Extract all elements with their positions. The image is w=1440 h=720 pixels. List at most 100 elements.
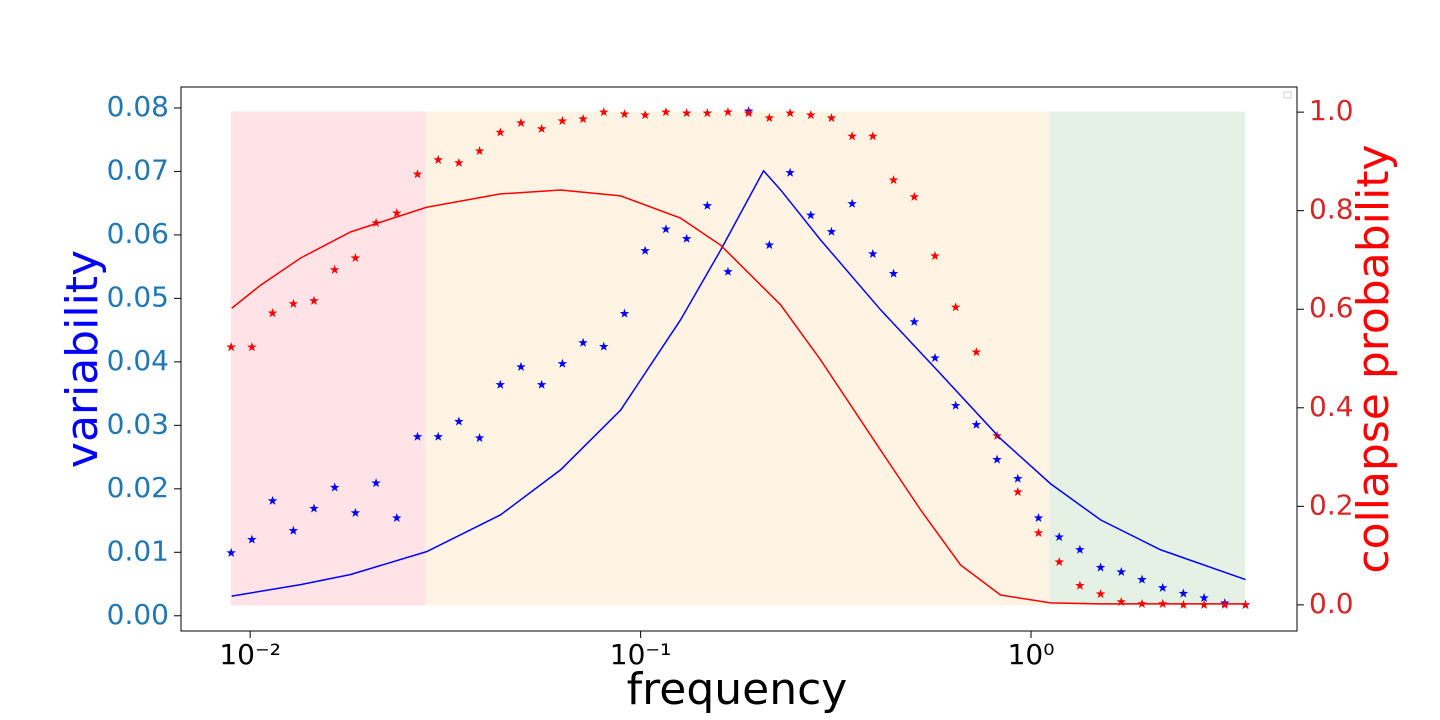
y2-tick-label: 0.0 xyxy=(1309,587,1354,620)
star-point xyxy=(288,525,299,535)
star-point xyxy=(329,482,340,492)
star-point xyxy=(888,268,899,278)
star-point xyxy=(764,240,775,250)
star-point xyxy=(888,175,899,185)
star-point xyxy=(1095,589,1106,599)
star-point xyxy=(226,547,236,557)
star-point xyxy=(309,295,319,305)
star-point xyxy=(806,210,816,220)
y-axis-label: variability xyxy=(57,250,108,468)
star-point xyxy=(909,316,920,326)
y-tick-label: 0.06 xyxy=(107,217,169,250)
star-point xyxy=(1033,513,1044,523)
star-point xyxy=(1199,592,1209,603)
star-point xyxy=(371,218,381,228)
star-point xyxy=(392,513,402,523)
star-point xyxy=(661,224,671,234)
star-point xyxy=(350,252,361,263)
legend xyxy=(1283,91,1292,99)
star-point xyxy=(329,264,340,274)
star-point xyxy=(226,342,236,352)
star-point xyxy=(557,116,568,126)
star-point xyxy=(267,495,278,505)
star-point xyxy=(640,245,650,255)
star-point xyxy=(847,198,857,208)
star-point xyxy=(599,107,609,117)
star-point xyxy=(1137,574,1147,584)
star-point xyxy=(743,108,754,118)
x-axis-label: frequency xyxy=(627,664,848,715)
star-point xyxy=(371,478,381,488)
star-point xyxy=(516,361,526,371)
star-point xyxy=(681,233,692,243)
star-point xyxy=(350,507,361,517)
star-point xyxy=(619,109,630,119)
star-point xyxy=(868,248,878,258)
star-point xyxy=(847,131,857,141)
star-point xyxy=(619,308,630,318)
star-point xyxy=(702,108,713,118)
y2-axis-label: collapse probability xyxy=(1348,144,1399,573)
region xyxy=(1049,111,1246,606)
star-point xyxy=(1075,544,1085,554)
plot-frame xyxy=(180,86,1298,632)
star-point xyxy=(702,200,713,210)
star-point xyxy=(1178,588,1189,598)
star-point xyxy=(454,157,464,167)
star-point xyxy=(1013,487,1023,497)
star-point xyxy=(1157,582,1168,592)
star-point xyxy=(930,251,940,261)
star-point xyxy=(474,433,485,443)
x-tick-label: 10⁰ xyxy=(1008,638,1055,671)
star-point xyxy=(247,342,257,352)
star-point xyxy=(826,113,837,123)
x-tick-label: 10⁻¹ xyxy=(610,638,672,671)
y-tick-label: 0.01 xyxy=(107,534,169,567)
star-point xyxy=(1116,566,1127,577)
star-point xyxy=(826,226,837,236)
y2-tick-label: 0.8 xyxy=(1309,193,1354,226)
star-point xyxy=(412,169,423,179)
star-point xyxy=(536,379,547,389)
star-point xyxy=(1054,532,1064,542)
y-tick-label: 0.03 xyxy=(107,407,169,440)
region xyxy=(425,111,1051,606)
star-point xyxy=(785,167,795,177)
star-point xyxy=(392,208,402,218)
star-point xyxy=(247,534,257,544)
y-tick-label: 0.00 xyxy=(107,598,169,631)
y2-tick-label: 0.2 xyxy=(1309,488,1354,521)
star-point xyxy=(723,266,733,276)
star-point xyxy=(971,419,982,429)
star-point xyxy=(578,337,588,347)
star-point xyxy=(1095,562,1106,572)
star-point xyxy=(764,113,775,123)
star-point xyxy=(971,347,982,357)
star-point xyxy=(950,302,961,312)
y-tick-label: 0.05 xyxy=(107,280,169,313)
line xyxy=(231,189,1246,605)
star-point xyxy=(267,308,278,318)
star-point xyxy=(1116,596,1127,606)
star-point xyxy=(536,123,547,133)
star-point xyxy=(288,298,299,308)
star-point xyxy=(1033,527,1044,537)
star-point xyxy=(640,110,650,120)
x-tick-label: 10⁻² xyxy=(219,638,281,671)
star-point xyxy=(516,117,526,128)
y-tick-label: 0.04 xyxy=(107,344,169,377)
star-point xyxy=(1013,473,1023,483)
star-point xyxy=(930,353,940,363)
star-point xyxy=(785,108,795,118)
star-point xyxy=(454,416,464,426)
region xyxy=(230,111,427,606)
y2-tick-label: 0.6 xyxy=(1309,291,1354,324)
star-point xyxy=(909,191,920,201)
star-point xyxy=(433,154,443,164)
star-point xyxy=(1075,580,1085,590)
star-point xyxy=(433,431,443,441)
star-point xyxy=(412,431,423,441)
y2-tick-label: 1.0 xyxy=(1309,94,1354,127)
star-point xyxy=(474,146,485,156)
